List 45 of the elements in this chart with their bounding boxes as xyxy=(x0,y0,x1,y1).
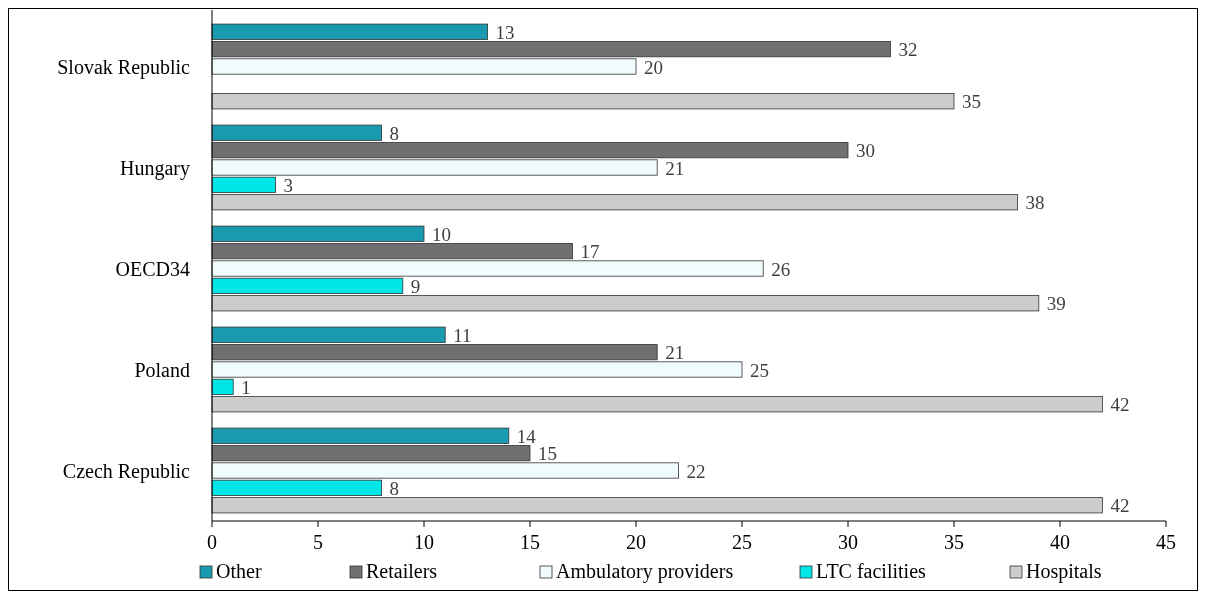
legend-label: Other xyxy=(216,560,262,582)
x-tick-label: 45 xyxy=(1156,531,1176,553)
x-tick-label: 0 xyxy=(207,531,217,553)
bar xyxy=(211,93,955,110)
x-tick-label: 5 xyxy=(313,531,323,553)
y-tick-label: Slovak Republic xyxy=(57,55,191,79)
legend-label: Ambulatory providers xyxy=(556,560,734,583)
y-tick-label: OECD34 xyxy=(115,257,190,280)
data-label: 42 xyxy=(1110,495,1130,517)
data-label: 11 xyxy=(453,324,472,346)
data-label: 3 xyxy=(283,174,294,196)
x-tick-label: 35 xyxy=(944,531,964,553)
data-label: 9 xyxy=(410,275,421,297)
data-label: 21 xyxy=(665,157,685,179)
data-label: 15 xyxy=(538,443,557,465)
y-tick-label: Hungary xyxy=(120,156,190,180)
data-label: 1 xyxy=(241,376,251,398)
y-tick-label: Czech Republic xyxy=(62,459,191,483)
x-tick-label: 15 xyxy=(520,531,540,553)
x-tick-label: 10 xyxy=(414,531,434,553)
data-label: 17 xyxy=(580,241,600,263)
data-label: 42 xyxy=(1110,394,1130,416)
x-tick-label: 30 xyxy=(838,531,858,553)
data-label: 13 xyxy=(495,21,515,43)
data-label: 39 xyxy=(1046,293,1066,315)
x-tick-label: 40 xyxy=(1050,531,1070,553)
data-label: 14 xyxy=(516,425,537,447)
data-label: 8 xyxy=(389,477,400,499)
data-label: 25 xyxy=(750,359,769,381)
data-label: 20 xyxy=(644,56,663,78)
legend-label: LTC facilities xyxy=(816,560,927,582)
data-label: 32 xyxy=(898,39,918,61)
y-tick-label: Poland xyxy=(134,358,190,381)
data-label: 35 xyxy=(962,91,981,113)
data-label: 22 xyxy=(686,460,706,482)
x-tick-label: 25 xyxy=(732,531,752,553)
legend-label: Hospitals xyxy=(1026,560,1102,583)
data-label: 21 xyxy=(665,342,685,364)
x-tick-label: 20 xyxy=(626,531,646,553)
data-label: 30 xyxy=(856,140,875,162)
legend-label: Retailers xyxy=(366,560,438,582)
data-label: 8 xyxy=(389,122,400,144)
data-label: 10 xyxy=(432,223,451,245)
data-label: 38 xyxy=(1025,192,1045,214)
data-label: 26 xyxy=(771,258,791,280)
